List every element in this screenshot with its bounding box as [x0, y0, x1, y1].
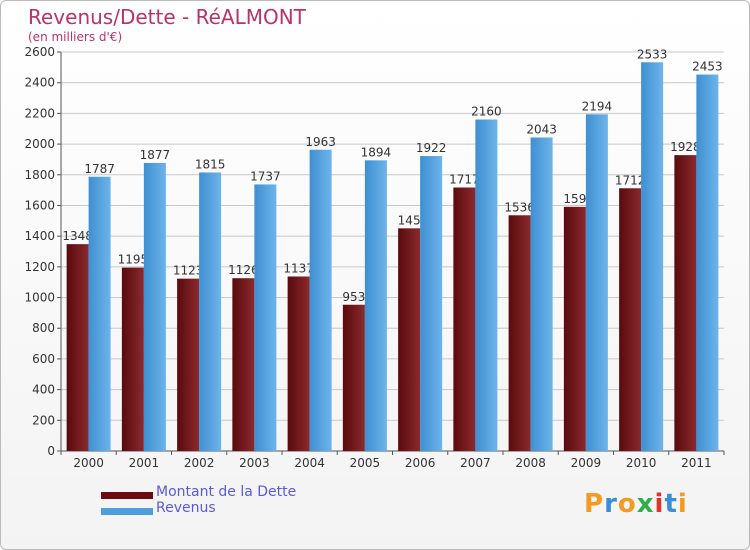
data-label-revenus: 1787	[84, 162, 115, 176]
x-tick-label: 2005	[350, 456, 381, 470]
legend-label-dette: Montant de la Dette	[156, 484, 297, 500]
y-tick-label: 0	[47, 444, 55, 458]
legend-label-revenus: Revenus	[156, 500, 216, 516]
y-tick-label: 1200	[24, 260, 55, 274]
y-tick-label: 200	[32, 413, 55, 427]
data-label-dette: 1536	[504, 200, 535, 214]
bar-revenus	[309, 149, 332, 451]
x-tick-label: 2010	[626, 456, 657, 470]
bar-dette	[453, 187, 476, 452]
bar-dette	[619, 188, 642, 451]
data-label-dette: 1348	[62, 229, 93, 243]
x-tick-label: 2008	[515, 456, 546, 470]
x-tick-label: 2009	[571, 456, 602, 470]
y-tick-label: 600	[32, 352, 55, 366]
bar-dette	[342, 304, 365, 451]
y-tick-label: 2600	[24, 45, 55, 59]
data-label-dette: 1928	[670, 140, 701, 154]
bar-dette	[232, 278, 255, 451]
data-label-revenus: 2533	[637, 47, 668, 61]
data-label-dette: 1712	[615, 173, 646, 187]
bar-revenus	[199, 172, 222, 452]
data-label-revenus: 1877	[140, 148, 171, 162]
bar-revenus	[254, 184, 277, 451]
chart-title: Revenus/Dette - RéALMONT	[28, 5, 306, 29]
x-tick-label: 2000	[73, 456, 104, 470]
bar-revenus	[420, 156, 443, 451]
chart-subtitle: (en milliers d'€)	[28, 30, 123, 44]
proxiti-logo: Proxiti	[584, 489, 688, 519]
logo-letter: r	[604, 489, 618, 519]
bar-dette	[398, 228, 421, 451]
data-label-dette: 1717	[449, 173, 480, 187]
data-label-dette: 1137	[283, 262, 314, 276]
y-tick-label: 1600	[24, 198, 55, 212]
y-tick-label: 800	[32, 321, 55, 335]
x-tick-label: 2003	[239, 456, 270, 470]
x-tick-label: 2007	[460, 456, 491, 470]
logo-letter: P	[584, 489, 605, 519]
data-label-revenus: 2160	[471, 105, 502, 119]
logo-letter: t	[664, 489, 678, 519]
bar-revenus	[475, 119, 498, 452]
bar-dette	[563, 206, 586, 451]
bar-revenus	[530, 137, 553, 451]
y-tick-label: 2400	[24, 76, 55, 90]
logo-letter: i	[677, 489, 688, 519]
data-label-dette: 145	[398, 213, 421, 227]
bar-dette	[287, 276, 310, 451]
data-label-revenus: 1963	[305, 135, 336, 149]
bar-revenus	[143, 162, 166, 451]
bar-revenus	[696, 74, 719, 452]
data-label-dette: 1126	[228, 263, 259, 277]
y-tick-label: 1400	[24, 229, 55, 243]
bar-dette	[66, 244, 89, 451]
bar-dette	[177, 278, 200, 451]
bar-revenus	[364, 160, 387, 451]
x-tick-label: 2001	[129, 456, 160, 470]
bar-dette	[121, 267, 144, 451]
data-label-revenus: 2453	[692, 60, 723, 74]
bar-revenus	[88, 176, 111, 452]
bar-revenus	[585, 114, 608, 451]
data-label-dette: 1195	[118, 253, 149, 267]
y-tick-label: 1000	[24, 291, 55, 305]
legend-swatch-revenus	[101, 508, 153, 515]
y-tick-label: 400	[32, 383, 55, 397]
data-label-dette: 159	[563, 192, 586, 206]
data-label-dette: 953	[342, 290, 365, 304]
bar-dette	[508, 215, 531, 451]
data-label-revenus: 2043	[526, 122, 557, 136]
y-tick-label: 2000	[24, 137, 55, 151]
data-label-revenus: 1894	[361, 145, 392, 159]
legend-swatch-dette	[101, 492, 153, 499]
x-tick-label: 2002	[184, 456, 215, 470]
bar-dette	[674, 155, 697, 451]
x-tick-label: 2004	[294, 456, 325, 470]
logo-letter: o	[617, 489, 637, 519]
logo-letter: x	[636, 489, 655, 519]
data-label-revenus: 1922	[416, 141, 447, 155]
logo-letter: i	[654, 489, 665, 519]
y-tick-label: 1800	[24, 168, 55, 182]
data-label-revenus: 2194	[582, 99, 613, 113]
x-tick-label: 2006	[405, 456, 436, 470]
data-label-revenus: 1737	[250, 169, 281, 183]
x-tick-label: 2011	[681, 456, 712, 470]
y-tick-label: 2200	[24, 106, 55, 120]
data-label-dette: 1123	[173, 264, 204, 278]
bar-revenus	[641, 62, 664, 451]
data-label-revenus: 1815	[195, 157, 226, 171]
